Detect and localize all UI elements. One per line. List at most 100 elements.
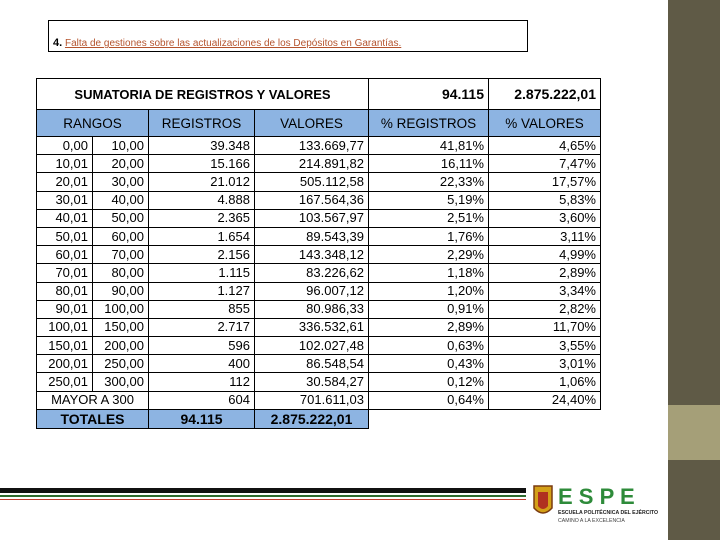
table-cell: 1,76% [368, 226, 489, 247]
table-cell: 83.226,62 [254, 263, 369, 283]
column-header: RANGOS [36, 109, 149, 137]
table-cell: 80,01 [36, 281, 93, 301]
table-cell: 20,01 [36, 172, 93, 192]
column-header: VALORES [254, 109, 369, 137]
title: 4. Falta de gestiones sobre las actualiz… [53, 37, 401, 49]
footer-lines [0, 488, 526, 500]
table-cell: 15.166 [148, 154, 255, 174]
table-cell: 505.112,58 [254, 172, 369, 192]
table-cell: 10,01 [36, 154, 93, 174]
table-cell: 0,43% [368, 354, 489, 374]
table-cell: 2,89% [488, 263, 601, 283]
table-cell: 17,57% [488, 172, 601, 192]
side-strip [668, 0, 720, 405]
logo-name: E S P E [558, 484, 635, 509]
column-header: REGISTROS [148, 109, 255, 137]
table-row: 200,01 250,00 400 86.548,54 0,43% 3,01% [36, 354, 601, 374]
table-cell: 0,63% [368, 336, 489, 356]
table-cell: 2,89% [368, 317, 489, 338]
table-cell: 112 [148, 372, 255, 392]
title-text: Falta de gestiones sobre las actualizaci… [64, 38, 402, 49]
logo-motto: CAMINO A LA EXCELENCIA [558, 518, 625, 524]
table-row: 40,01 50,00 2.365 103.567,97 2,51% 3,60% [36, 208, 601, 228]
table-row: 150,01 200,00 596 102.027,48 0,63% 3,55% [36, 336, 601, 356]
table-cell: 50,00 [92, 208, 149, 228]
table-cell: 30,00 [92, 172, 149, 192]
table-cell: 4,65% [488, 135, 601, 156]
summary-table: SUMATORIA DE REGISTROS Y VALORES 94.115 2.… [36, 78, 601, 429]
table-cell: 3,34% [488, 281, 601, 301]
table-cell: 855 [148, 299, 255, 319]
summary-valores: 2.875.222,01 [488, 78, 601, 110]
table-row: 250,01 300,00 112 30.584,27 0,12% 1,06% [36, 372, 601, 392]
table-cell: 1,18% [368, 263, 489, 283]
table-cell: 86.548,54 [254, 354, 369, 374]
table-cell: 2,29% [368, 245, 489, 265]
table-cell: 60,01 [36, 245, 93, 265]
footer-line [0, 495, 526, 497]
logo: E S P E ESCUELA POLITÉCNICA DEL EJÉRCITO… [530, 482, 660, 526]
table-cell: 30,01 [36, 190, 93, 210]
table-row: 10,01 20,00 15.166 214.891,82 16,11% 7,47% [36, 154, 601, 174]
table-cell: 3,60% [488, 208, 601, 228]
table-cell: 150,01 [36, 336, 93, 356]
table-cell: 5,83% [488, 190, 601, 210]
range-label: MAYOR A 300 [36, 390, 149, 410]
title-number: 4. [53, 37, 63, 49]
table-cell: 22,33% [368, 172, 489, 192]
logo-institution: ESCUELA POLITÉCNICA DEL EJÉRCITO [558, 508, 658, 516]
table-cell: 200,00 [92, 336, 149, 356]
table-cell: 21.012 [148, 172, 255, 192]
table-cell: 30.584,27 [254, 372, 369, 392]
table-cell: 7,47% [488, 154, 601, 174]
totals-label: TOTALES [36, 408, 149, 429]
table-cell: 80.986,33 [254, 299, 369, 319]
table-cell: 20,00 [92, 154, 149, 174]
table-row: RANGOS REGISTROS VALORES% REGISTROS% VALOR… [36, 109, 601, 137]
totals-registros: 94.115 [148, 408, 255, 429]
table-cell: 596 [148, 336, 255, 356]
side-strip [668, 460, 720, 540]
title-box: 4. Falta de gestiones sobre las actualiz… [48, 20, 528, 52]
table-cell: 60,00 [92, 226, 149, 247]
table-row: 70,01 80,00 1.115 83.226,62 1,18% 2,89% [36, 263, 601, 283]
table-cell: 39.348 [148, 135, 255, 156]
table-cell: 214.891,82 [254, 154, 369, 174]
table-cell: 70,00 [92, 245, 149, 265]
table-cell: 604 [148, 390, 255, 410]
summary-registros: 94.115 [368, 78, 489, 110]
table-cell: 80,00 [92, 263, 149, 283]
table-cell: 103.567,97 [254, 208, 369, 228]
table-cell: 10,00 [92, 135, 149, 156]
footer-line [0, 499, 526, 500]
table-cell: 1,06% [488, 372, 601, 392]
totals-valores: 2.875.222,01 [254, 408, 369, 429]
table-cell: 96.007,12 [254, 281, 369, 301]
table-row: MAYOR A 300 604 701.611,03 0,64% 24,40% [36, 390, 601, 410]
table-row: 60,01 70,00 2.156 143.348,12 2,29% 4,99% [36, 245, 601, 265]
table-cell: 16,11% [368, 154, 489, 174]
table-cell: 3,55% [488, 336, 601, 356]
table-row: 30,01 40,00 4.888 167.564,36 5,19% 5,83% [36, 190, 601, 210]
table-cell: 250,01 [36, 372, 93, 392]
table-cell: 100,01 [36, 317, 93, 338]
table-cell: 41,81% [368, 135, 489, 156]
table-row: 80,01 90,00 1.127 96.007,12 1,20% 3,34% [36, 281, 601, 301]
table-cell: 5,19% [368, 190, 489, 210]
table-row: 50,01 60,00 1.654 89.543,39 1,76% 3,11% [36, 226, 601, 247]
table-cell: 250,00 [92, 354, 149, 374]
table-cell: 40,00 [92, 190, 149, 210]
table-cell: 400 [148, 354, 255, 374]
table-cell: 300,00 [92, 372, 149, 392]
table-cell: 89.543,39 [254, 226, 369, 247]
table-cell: 0,00 [36, 135, 93, 156]
table-row: SUMATORIA DE REGISTROS Y VALORES 94.115 2.… [36, 78, 601, 110]
table-cell: 2,51% [368, 208, 489, 228]
table-cell: 0,91% [368, 299, 489, 319]
logo-graphic: E S P E ESCUELA POLITÉCNICA DEL EJÉRCITO… [533, 484, 658, 524]
table-cell: 143.348,12 [254, 245, 369, 265]
table-cell: 3,11% [488, 226, 601, 247]
footer-line [0, 488, 526, 493]
table-cell: 70,01 [36, 263, 93, 283]
